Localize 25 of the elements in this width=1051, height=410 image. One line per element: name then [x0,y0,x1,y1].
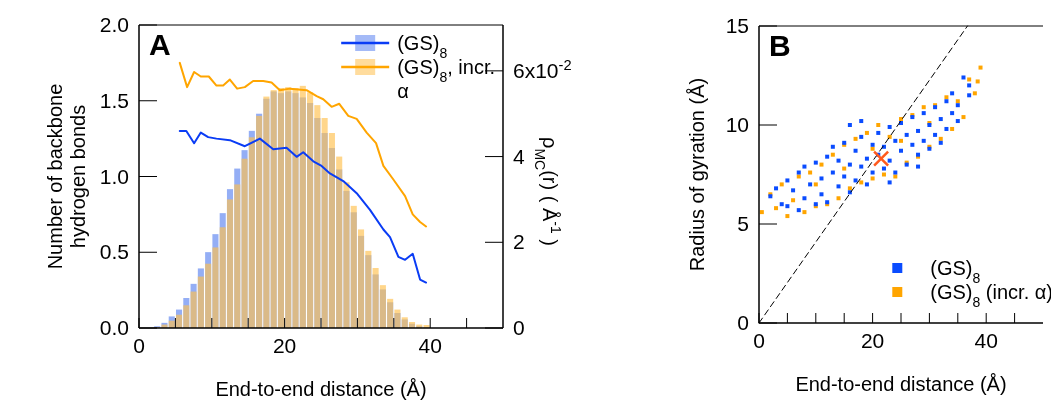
y-tick-label: 5 [737,212,749,235]
y2-tick-label: 4 [513,144,525,168]
y2-tick-label: 6 [513,58,525,82]
x-tick-label: 20 [860,329,885,352]
annotation: A [149,28,171,61]
y-axis-title: Number of backbone hydrogen bonds [44,83,89,270]
y-tick-label: 0.5 [99,240,129,264]
x-axis-title: End-to-end distance (Å) [795,373,1007,395]
y-tick-label: 1.0 [99,164,129,188]
annotation: B [769,29,791,62]
y-tick-label: 0 [737,311,749,334]
y-tick-label: 10 [725,113,749,136]
y-tick-label: 15 [725,14,749,37]
x-tick-label: 0 [133,334,145,357]
text: x10$^{-2}$ [524,56,572,82]
y2-tick-label: 2 [513,230,525,254]
x-tick-label: 40 [418,334,442,357]
x-tick-label: 40 [974,329,998,352]
x-axis-title: End-to-end distance (Å) [215,378,427,400]
y-tick-label: 0.0 [99,316,129,339]
x-tick-label: 20 [272,334,297,357]
x-tick-label: 0 [753,329,765,352]
y-tick-label: 1.5 [99,88,129,112]
y-tick-label: 2.0 [99,13,129,36]
y-axis-title: Radius of gyration (Å) [686,77,708,272]
